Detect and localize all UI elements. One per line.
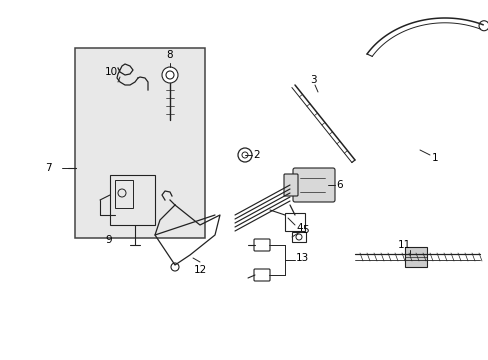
Text: 1: 1 [431,153,438,163]
Text: 8: 8 [165,50,172,60]
Bar [291,232,305,242]
Bar [404,247,426,267]
Text: 13: 13 [295,253,308,263]
Text: 9: 9 [105,235,111,245]
Text: 12: 12 [194,265,207,275]
Bar [115,180,133,208]
Bar [75,48,204,238]
Text: 3: 3 [309,75,316,85]
Text: 11: 11 [397,240,410,250]
FancyBboxPatch shape [284,174,297,196]
Text: 10: 10 [105,67,118,77]
Circle shape [165,71,174,79]
Text: 7: 7 [45,163,52,173]
Bar [285,213,305,231]
Circle shape [162,67,178,83]
Text: 2: 2 [252,150,259,160]
Bar [110,175,155,225]
Circle shape [478,21,488,31]
Text: 5: 5 [302,225,308,235]
Text: 6: 6 [335,180,342,190]
FancyBboxPatch shape [292,168,334,202]
Text: 4: 4 [295,223,302,233]
